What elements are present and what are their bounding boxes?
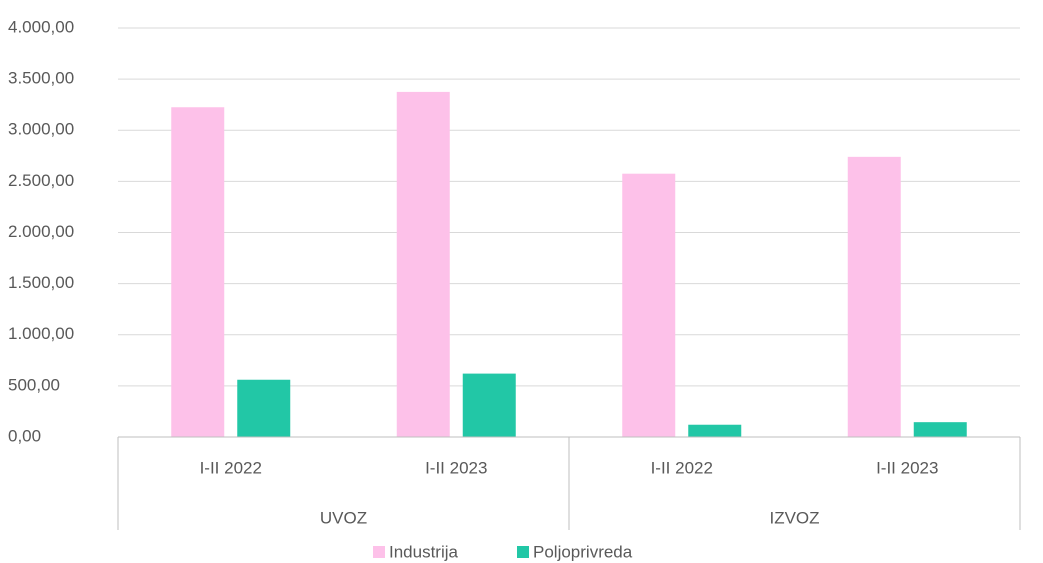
y-tick-label: 1.500,00 (8, 273, 74, 292)
y-tick-label: 2.500,00 (8, 171, 74, 190)
x-tick-label: I-II 2022 (200, 458, 262, 477)
bar (171, 107, 225, 438)
bar (237, 379, 291, 437)
group-label: IZVOZ (769, 508, 819, 527)
y-tick-label: 500,00 (8, 375, 60, 394)
bar (396, 91, 450, 437)
bar (462, 373, 516, 437)
y-tick-label: 2.000,00 (8, 222, 74, 241)
y-tick-label: 3.000,00 (8, 120, 74, 139)
legend-swatch (517, 546, 529, 558)
bar (913, 422, 967, 437)
x-tick-label: I-II 2023 (425, 458, 487, 477)
y-tick-label: 0,00 (8, 426, 41, 445)
group-label: UVOZ (320, 508, 367, 527)
bar (622, 173, 676, 438)
y-tick-label: 4.000,00 (8, 17, 74, 36)
bar (847, 156, 901, 437)
legend-label: Poljoprivreda (533, 542, 633, 561)
bar (688, 424, 742, 437)
x-tick-label: I-II 2022 (651, 458, 713, 477)
y-tick-label: 1.000,00 (8, 324, 74, 343)
legend-label: Industrija (389, 542, 459, 561)
legend-swatch (373, 546, 385, 558)
y-tick-label: 3.500,00 (8, 69, 74, 88)
x-tick-label: I-II 2023 (876, 458, 938, 477)
